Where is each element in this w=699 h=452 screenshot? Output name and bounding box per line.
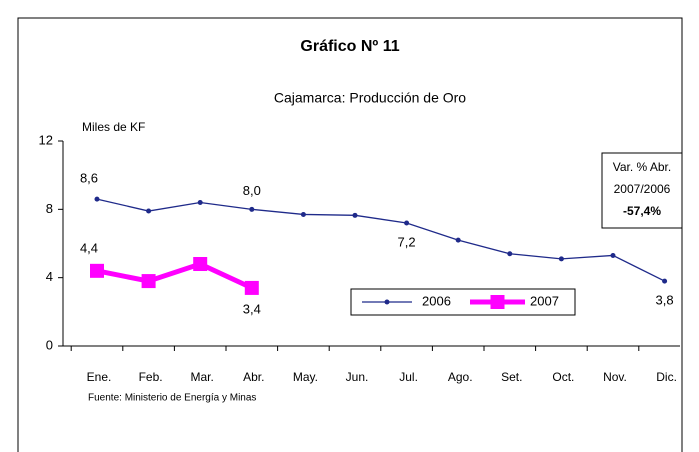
y-tick-label: 4 (46, 269, 53, 284)
y-tick-label: 12 (39, 132, 53, 147)
annotation: Var. % Abr. (613, 160, 671, 174)
data-label: 7,2 (398, 234, 416, 249)
frame (17, 17, 683, 452)
data-label: 8,6 (80, 171, 98, 186)
x-tick-label: Nov. (603, 370, 627, 384)
x-tick-label: Dic. (656, 370, 677, 384)
x-tick-label: Ene. (87, 370, 112, 384)
point (244, 280, 259, 295)
point (455, 237, 461, 243)
data-label: 3,8 (656, 293, 674, 308)
x-tick-label: May. (293, 370, 318, 384)
series-line (96, 261, 253, 291)
x-tick-label: Jun. (346, 370, 369, 384)
x-tick-label: Feb. (139, 370, 163, 384)
point (558, 256, 564, 262)
data-label: 4,4 (80, 240, 98, 255)
chart-subtitle: Cajamarca: Producción de Oro (274, 90, 466, 106)
legend-marker (490, 295, 505, 309)
point (141, 274, 156, 289)
legend-marker (384, 299, 390, 305)
point (146, 208, 152, 214)
point (404, 220, 410, 226)
x-tick-label: Oct. (552, 370, 574, 384)
point (507, 251, 513, 257)
chart-title: Gráfico Nº 11 (300, 38, 399, 55)
legend-label: 2007 (530, 293, 559, 308)
point (193, 257, 208, 271)
x-tick-label: Abr. (243, 370, 264, 384)
annotation-box (601, 152, 683, 229)
annotation: 2007/2006 (614, 182, 671, 196)
source: Fuente: Ministerio de Energía y Minas (88, 393, 256, 404)
series-line (96, 198, 665, 282)
point (662, 278, 668, 284)
annotation: -57,4% (623, 204, 661, 218)
point (90, 263, 104, 278)
data-label: 3,4 (243, 301, 261, 316)
x-tick-label: Mar. (191, 370, 214, 384)
x-tick-label: Ago. (448, 370, 473, 384)
y-tick-label: 0 (46, 337, 53, 352)
y-tick-label: 8 (46, 201, 53, 216)
point (197, 200, 203, 205)
point (352, 212, 358, 218)
point (94, 196, 100, 202)
y-axis-label: Miles de KF (82, 120, 145, 134)
data-label: 8,0 (243, 183, 261, 198)
point (249, 206, 255, 212)
legend-label: 2006 (422, 293, 451, 308)
point (610, 252, 616, 258)
x-tick-label: Jul. (399, 370, 418, 384)
point (300, 211, 306, 217)
x-tick-label: Set. (501, 370, 522, 384)
